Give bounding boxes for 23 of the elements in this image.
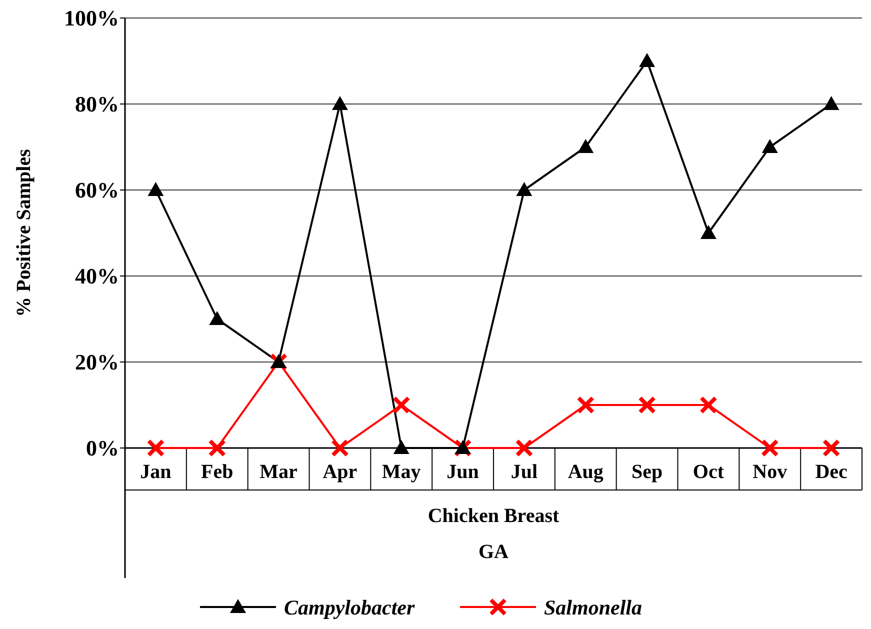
legend-label: Salmonella [544,595,642,620]
y-axis-title: % Positive Samples [13,148,35,317]
y-tick-label: 20% [75,350,119,375]
y-tick-label: 60% [75,178,119,203]
x-tick-label: May [382,461,421,483]
x-tick-label: Mar [260,461,298,483]
text: GA [478,541,510,563]
x-tick-label: Jun [446,461,479,483]
y-tick-label: 80% [75,92,119,117]
x-tick-label: Oct [692,461,724,483]
x-tick-label: Apr [322,461,358,483]
x-tick-label: Dec [815,461,848,483]
x-tick-label: Jan [140,461,172,483]
x-axis-title: Chicken Breast [428,505,560,527]
x-tick-label: Jul [510,461,538,483]
y-tick-label: 100% [64,6,119,31]
y-tick-label: 0% [86,436,119,461]
x-tick-label: Feb [201,461,234,483]
legend-label: Campylobacter [284,595,416,620]
x-tick-label: Sep [631,461,663,483]
x-tick-label: Aug [568,461,604,483]
x-tick-label: Nov [752,461,788,483]
y-tick-label: 40% [75,264,119,289]
